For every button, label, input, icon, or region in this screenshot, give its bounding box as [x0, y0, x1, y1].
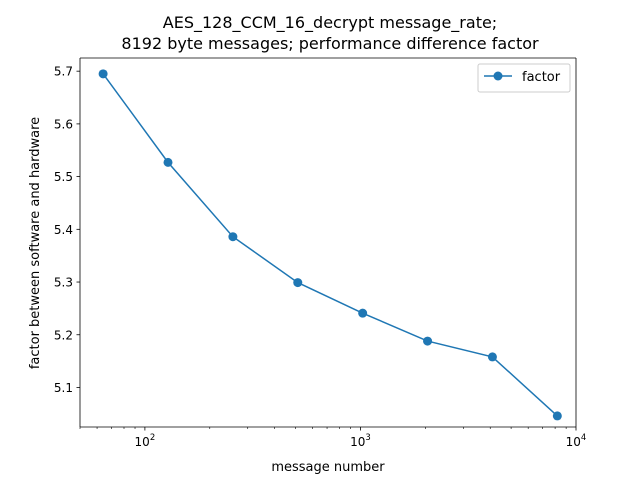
chart-title-line-2: 8192 byte messages; performance differen… [121, 34, 539, 53]
data-point [552, 411, 562, 421]
y-tick-label: 5.5 [54, 170, 73, 184]
y-tick-label: 5.3 [54, 276, 73, 290]
x-axis-label: message number [271, 460, 385, 475]
series-layer [98, 69, 562, 421]
x-tick-label-exponent: 2 [150, 433, 155, 443]
x-tick-label-base: 10 [566, 435, 581, 449]
data-point [228, 232, 238, 242]
data-point [487, 352, 497, 362]
legend: factor [477, 63, 571, 93]
series-line [102, 73, 558, 417]
data-point [98, 69, 108, 79]
chart-title-line-1: AES_128_CCM_16_decrypt message_rate; [163, 13, 497, 33]
data-point [163, 157, 173, 167]
y-tick-label: 5.4 [54, 223, 73, 237]
x-tick-label: 103 [350, 433, 371, 449]
x-tick-label-base: 10 [350, 435, 365, 449]
x-tick-label: 102 [135, 433, 156, 449]
y-tick-label: 5.2 [54, 328, 73, 342]
data-point [358, 308, 368, 318]
plot-frame [79, 57, 577, 428]
y-tick-label: 5.6 [54, 117, 73, 131]
y-tick-label: 5.1 [54, 381, 73, 395]
legend-label: factor [522, 70, 561, 85]
legend-marker [493, 71, 503, 81]
x-tick-label-base: 10 [135, 435, 150, 449]
plot-area [80, 58, 576, 427]
x-tick-label-exponent: 3 [365, 433, 370, 443]
x-tick-label: 104 [566, 433, 587, 449]
data-point [423, 336, 433, 346]
data-point [293, 278, 303, 288]
x-tick-label-exponent: 4 [581, 433, 586, 443]
y-axis-label: factor between software and hardware [28, 117, 43, 369]
legend-box [477, 63, 571, 93]
y-tick-label: 5.7 [54, 65, 73, 79]
